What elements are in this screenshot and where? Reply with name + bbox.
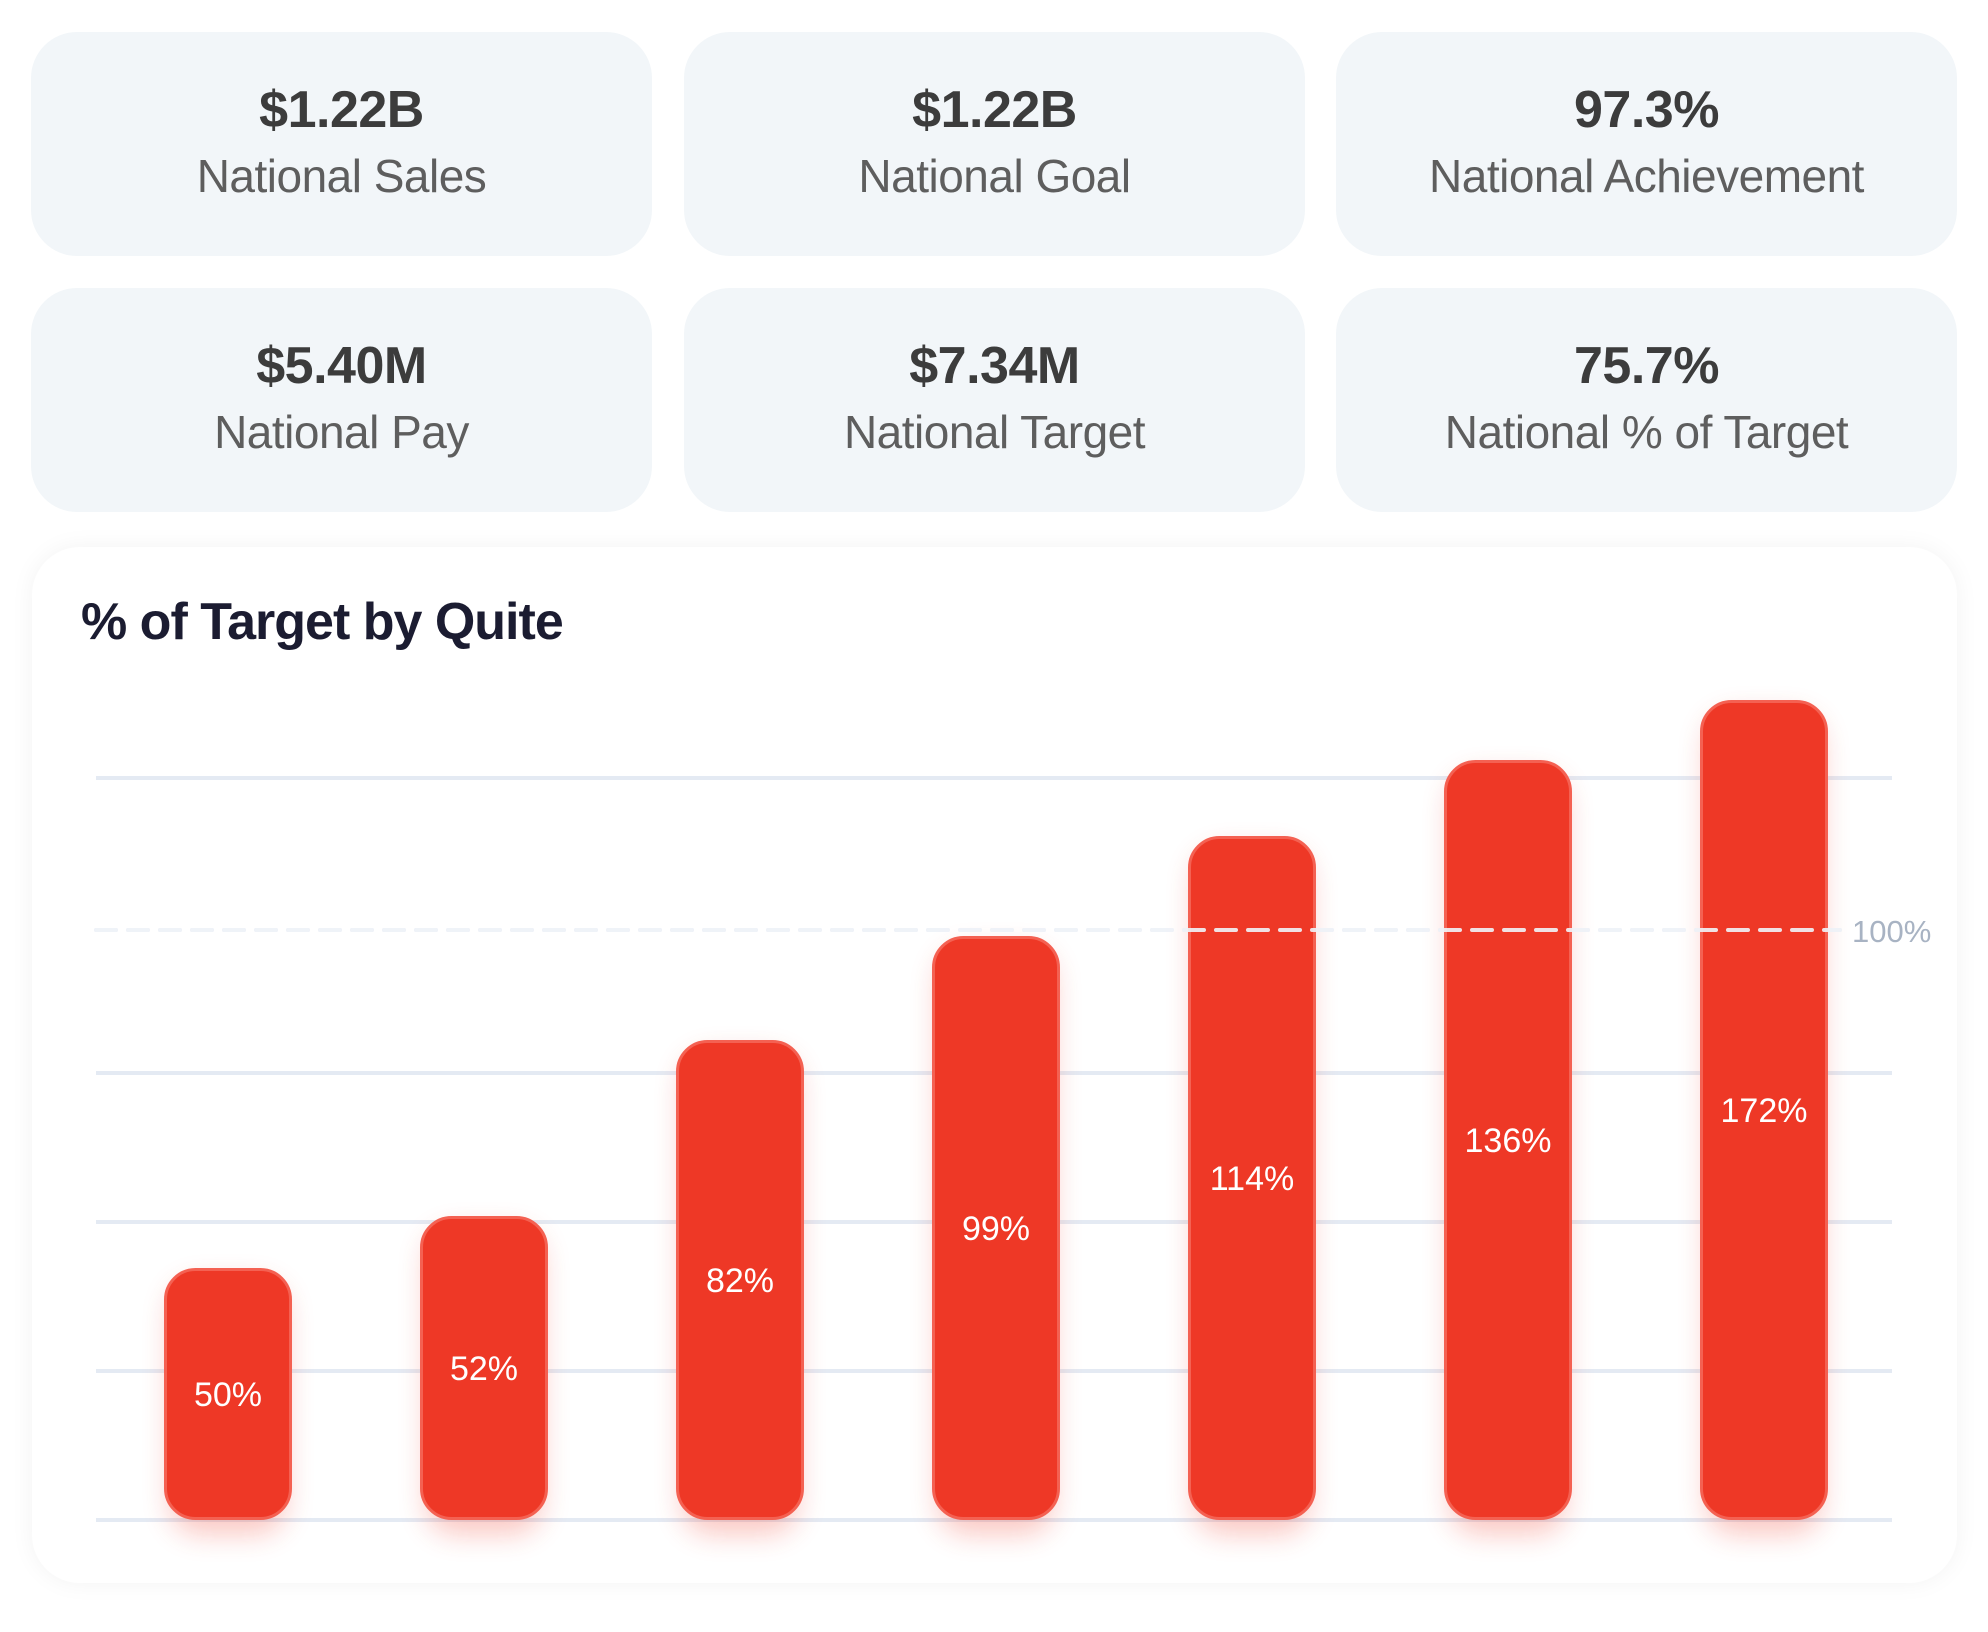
kpi-label: National Sales [196, 150, 487, 202]
bar-value-label: 50% [194, 1376, 262, 1414]
kpi-card-national-pct-of-target: 75.7% National % of Target [1336, 288, 1957, 512]
kpi-value: $5.40M [256, 337, 427, 395]
kpi-value: 75.7% [1574, 337, 1719, 395]
kpi-label: National % of Target [1444, 406, 1849, 458]
bar-group: 114% [1188, 836, 1316, 1534]
bar [1188, 836, 1316, 1520]
bar-group: 82% [676, 1040, 804, 1534]
bar-value-label: 99% [962, 1210, 1030, 1248]
bar-value-label: 114% [1210, 1160, 1294, 1198]
bar-value-label: 82% [706, 1262, 774, 1300]
kpi-card-national-target: $7.34M National Target [684, 288, 1305, 512]
bar [164, 1268, 292, 1520]
bar-group: 172% [1700, 700, 1828, 1534]
kpi-value: $1.22B [912, 81, 1077, 139]
bar [676, 1040, 804, 1520]
bar [1444, 760, 1572, 1520]
chart-title: % of Target by Quite [81, 593, 564, 651]
bar [420, 1216, 548, 1520]
bars: 50% 52% 82% 99% 114% 136% 172% 100% [94, 700, 1931, 1534]
kpi-value: $1.22B [259, 81, 424, 139]
reference-line-label: 100% [1852, 914, 1931, 949]
kpi-label: National Goal [858, 150, 1131, 202]
kpi-value: $7.34M [909, 337, 1080, 395]
kpi-label: National Achievement [1429, 150, 1864, 202]
bar [1700, 700, 1828, 1520]
bar [932, 936, 1060, 1520]
kpi-card-national-achievement: 97.3% National Achievement [1336, 32, 1957, 256]
kpi-card-national-sales: $1.22B National Sales [31, 32, 652, 256]
bar-group: 50% [164, 1268, 292, 1534]
bar-group: 99% [932, 936, 1060, 1534]
kpi-value: 97.3% [1574, 81, 1719, 139]
kpi-card-national-goal: $1.22B National Goal [684, 32, 1305, 256]
kpi-label: National Pay [214, 406, 469, 458]
bar-group: 136% [1444, 760, 1572, 1534]
bar-group: 52% [420, 1216, 548, 1534]
kpi-label: National Target [843, 406, 1146, 458]
bar-value-label: 136% [1465, 1122, 1552, 1160]
bar-value-label: 52% [450, 1350, 518, 1388]
bar-value-label: 172% [1721, 1092, 1808, 1130]
kpi-card-national-pay: $5.40M National Pay [31, 288, 652, 512]
